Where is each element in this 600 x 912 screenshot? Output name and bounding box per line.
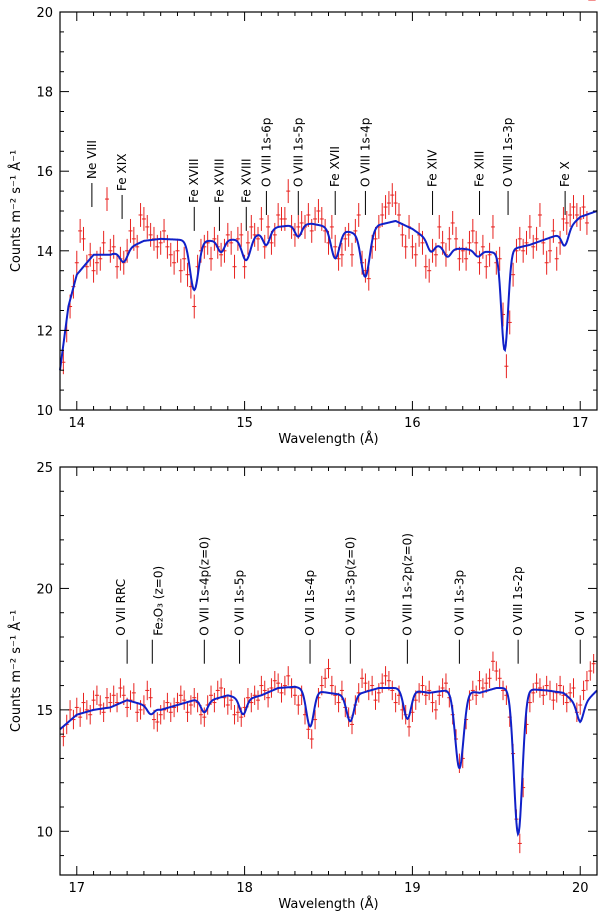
line-label: O VII 1s-3p(z=0) (343, 537, 357, 636)
y-tick-label: 12 (36, 324, 53, 339)
bottom-model-curve (59, 685, 598, 837)
top-axis-ticks: 14 15 16 17 10 12 14 16 18 20 (36, 6, 598, 431)
x-tick-label: 14 (69, 416, 86, 431)
x-tick-label: 17 (69, 881, 86, 896)
top-y-axis-label: Counts m⁻² s⁻¹ Å⁻¹ (8, 150, 24, 272)
x-tick-label: 19 (404, 881, 421, 896)
line-label: O VIII 1s-3p (501, 118, 515, 187)
line-label: O VII 1s-3p (452, 570, 466, 636)
line-label: O VIII 1s-2p(z=0) (400, 533, 414, 636)
y-tick-label: 18 (36, 86, 53, 101)
top-x-axis-label: Wavelength (Å) (278, 431, 378, 447)
y-tick-label: 10 (36, 404, 53, 419)
y-tick-label: 20 (36, 582, 53, 597)
line-label: Fe XIII (473, 151, 487, 187)
line-label: Fe XVII (328, 146, 342, 187)
x-tick-label: 15 (236, 416, 253, 431)
line-label: O VIII 1s-4p (358, 118, 372, 187)
bottom-y-axis-label: Counts m⁻² s⁻¹ Å⁻¹ (8, 610, 24, 732)
y-tick-label: 10 (36, 825, 53, 840)
x-tick-label: 16 (404, 416, 421, 431)
line-label: O VI (573, 611, 587, 636)
top-spectrum-panel: Ne VIII Fe XIX Fe XVIII Fe XVIII Fe XVIII O V… (8, 0, 598, 447)
line-label: Fe XVIII (187, 158, 201, 203)
line-label: Fe XIV (426, 149, 440, 187)
line-label: Fe₂O₃ (z=0) (151, 566, 165, 636)
y-tick-label: 14 (36, 245, 53, 260)
bottom-x-axis-label: Wavelength (Å) (278, 896, 378, 912)
line-label: O VII 1s-4p(z=0) (197, 537, 211, 636)
bottom-line-labels: O VII RRC Fe₂O₃ (z=0) O VII 1s-4p(z=0) O VI… (114, 533, 587, 664)
line-label: O VIII 1s-5p (291, 118, 305, 187)
line-label: Fe X (558, 161, 572, 187)
line-label: O VII 1s-4p (303, 570, 317, 636)
line-label: Ne VIII (85, 140, 99, 179)
line-label: O VII RRC (114, 579, 128, 636)
y-tick-label: 20 (36, 6, 53, 21)
line-label: Fe XVIII (239, 158, 253, 203)
top-line-labels: Ne VIII Fe XIX Fe XVIII Fe XVIII Fe XVIII O V… (85, 118, 572, 231)
top-model-curve (59, 210, 598, 371)
line-label: O VIII 1s-2p (511, 566, 525, 635)
line-label: O VIII 1s-6p (259, 118, 273, 187)
y-tick-label: 16 (36, 165, 53, 180)
x-tick-label: 17 (572, 416, 589, 431)
y-tick-label: 15 (36, 704, 53, 719)
line-label: Fe XVIII (212, 158, 226, 203)
x-tick-label: 18 (236, 881, 253, 896)
line-label: Fe XIX (115, 154, 129, 191)
top-data-points (61, 0, 596, 379)
line-label: O VII 1s-5p (233, 570, 247, 636)
y-tick-label: 25 (36, 461, 53, 476)
x-tick-label: 20 (572, 881, 589, 896)
bottom-spectrum-panel: O VII RRC Fe₂O₃ (z=0) O VII 1s-4p(z=0) O VI… (8, 461, 598, 912)
bottom-axis-ticks: 17 18 19 20 10 15 20 25 (36, 461, 598, 896)
